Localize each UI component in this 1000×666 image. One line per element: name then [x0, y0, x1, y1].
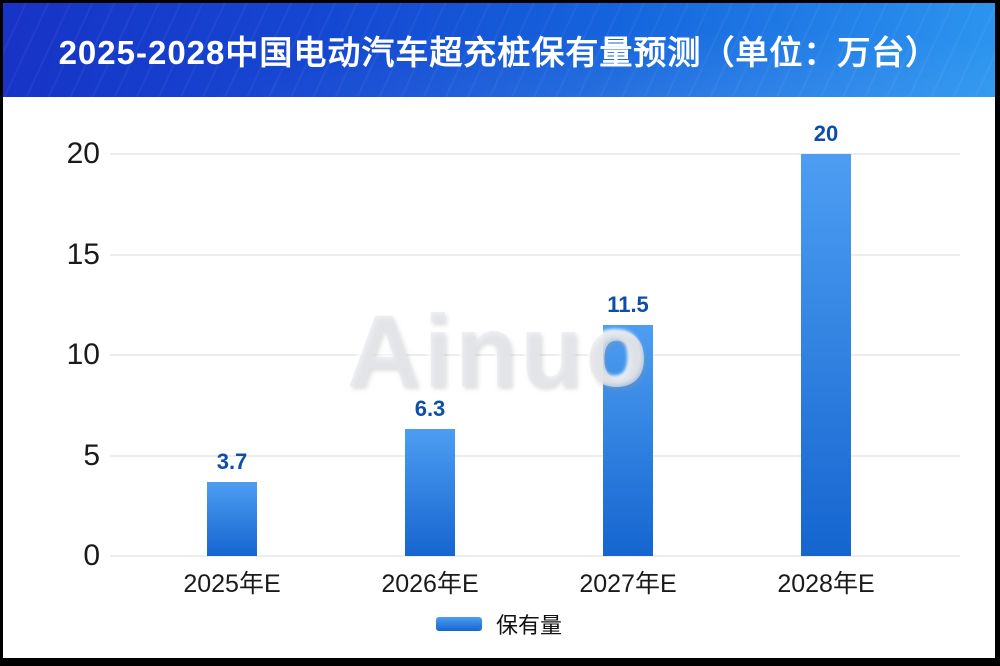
- legend-label: 保有量: [495, 613, 562, 638]
- gridline: [110, 354, 960, 356]
- legend-swatch-icon: [435, 617, 482, 631]
- bar: [603, 324, 653, 556]
- y-axis-label: 20: [66, 137, 100, 170]
- gridline: [110, 153, 960, 155]
- y-axis-label: 15: [66, 237, 100, 271]
- y-axis-label: 10: [66, 338, 100, 371]
- bar: [405, 429, 455, 556]
- x-axis-label: 2028年E: [777, 570, 875, 598]
- chart-header: 2025-2028中国电动汽车超充桩保有量预测（单位：万台）: [3, 3, 995, 97]
- y-axis-label: 5: [83, 438, 100, 472]
- x-axis-label: 2026年E: [381, 570, 479, 598]
- x-axis-label: 2027年E: [579, 570, 677, 598]
- bar-value-label: 3.7: [216, 448, 248, 474]
- infographic-frame: 2025-2028中国电动汽车超充桩保有量预测（单位：万台） 0 5 10 15 20 3…: [3, 3, 995, 658]
- y-axis-label: 0: [83, 539, 100, 572]
- chart-panel: 0 5 10 15 20 3.7 2025年E 6.3 2026年E 11.5 2027年E 20 20…: [3, 97, 995, 658]
- gridline: [110, 253, 960, 256]
- bar-value-label: 20: [813, 121, 839, 146]
- bar: [207, 481, 257, 556]
- chart-title: 2025-2028中国电动汽车超充桩保有量预测（单位：万台）: [58, 34, 940, 71]
- bar: [801, 154, 851, 556]
- legend: 保有量: [3, 608, 995, 640]
- bar-value-label: 11.5: [607, 291, 649, 317]
- gridline: [110, 454, 960, 457]
- x-axis-label: 2025年E: [183, 570, 281, 598]
- gridline: [110, 555, 960, 557]
- bar-value-label: 6.3: [414, 396, 446, 422]
